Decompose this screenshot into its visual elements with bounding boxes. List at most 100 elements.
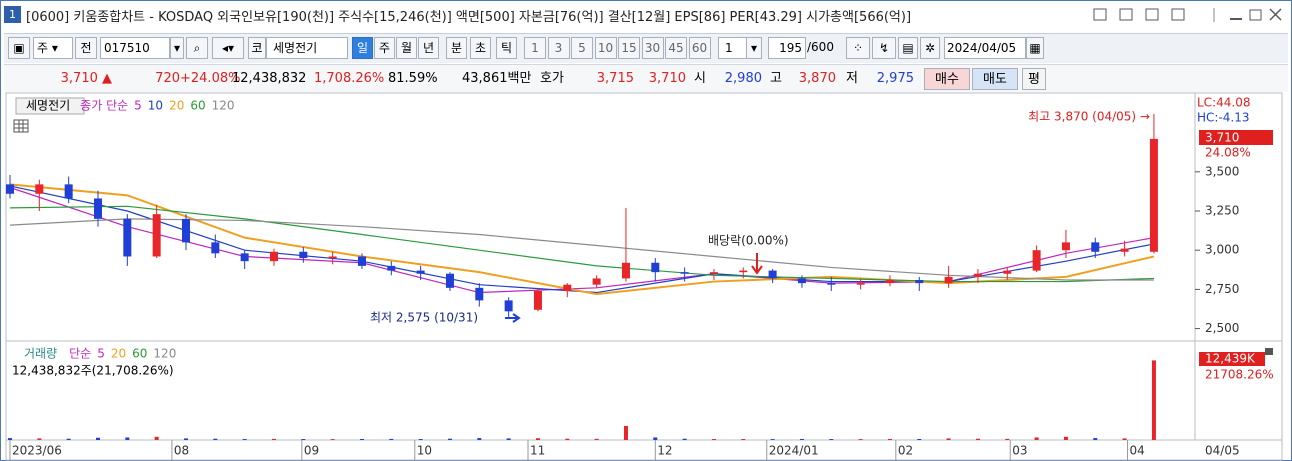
candle-body: [328, 256, 337, 259]
quote-item: 호가: [540, 71, 564, 86]
save-button[interactable]: ▤: [898, 37, 918, 59]
legend-entry: 세명전기: [26, 99, 70, 113]
period-button[interactable]: 초: [470, 37, 491, 59]
quote-item[interactable]: 매도: [972, 68, 1018, 90]
date-input[interactable]: 2024/04/05: [944, 37, 1026, 59]
volume-bar: [330, 439, 335, 440]
quote-item: 12,438,832: [232, 71, 307, 86]
code-input[interactable]: 017510: [100, 37, 170, 59]
stock-name[interactable]: 세명전기: [266, 37, 348, 59]
code-dropdown[interactable]: ▾: [170, 37, 184, 59]
cycle-select[interactable]: 주 ▾: [33, 37, 73, 59]
step-button[interactable]: 30: [641, 37, 664, 59]
quote-item: 고: [770, 71, 782, 86]
candle-body: [885, 279, 894, 284]
count-total: /600: [807, 40, 834, 54]
candle-body: [1061, 242, 1070, 251]
volume-bar: [535, 438, 540, 440]
candle-body: [211, 242, 220, 254]
y-tick-label: 3,000: [1205, 243, 1239, 257]
candle-body: [915, 279, 924, 284]
candle-body: [533, 290, 542, 310]
quote-item[interactable]: 평: [1022, 68, 1046, 90]
period-button[interactable]: 년: [418, 37, 439, 59]
legend-entry: 20: [111, 347, 126, 361]
quote-item: 시: [694, 71, 706, 86]
step-button[interactable]: 5: [571, 37, 593, 59]
candle-body: [1149, 138, 1158, 252]
legend-entry: 종가 단순: [80, 99, 128, 113]
sound-button[interactable]: ◂▾: [212, 37, 244, 59]
candle-body: [621, 262, 630, 279]
volume-summary: 12,438,832주(21,708.26%): [12, 364, 174, 378]
volume-box: [1199, 352, 1265, 366]
price-box: [1199, 130, 1273, 145]
volume-bar: [653, 437, 658, 440]
period-button[interactable]: 분: [446, 37, 467, 59]
quote-item: 3,870: [798, 71, 836, 86]
count-input[interactable]: 195: [768, 37, 806, 59]
unit-dropdown[interactable]: ▾: [746, 37, 762, 59]
window-title: [0600] 키움종합차트 - KOSDAQ 외국인보유[190(천)] 주식수…: [26, 10, 912, 25]
volume-bar: [301, 439, 306, 440]
volume-bar: [1093, 438, 1098, 440]
volume-bar: [8, 438, 12, 440]
legend-entry: 10: [148, 99, 163, 113]
x-tick-label: 2023/06: [12, 444, 62, 458]
candle-body: [357, 256, 366, 266]
period-button[interactable]: 월: [396, 37, 417, 59]
candle-body: [152, 214, 161, 257]
step-button[interactable]: 60: [688, 37, 711, 59]
period-button[interactable]: 틱: [496, 37, 517, 59]
tool-button[interactable]: ⁘: [846, 37, 870, 59]
arrow: [751, 253, 763, 275]
volume-bar: [682, 438, 687, 440]
ma-line: [9, 205, 1154, 283]
period-button[interactable]: 주: [374, 37, 395, 59]
candle-body: [709, 272, 718, 274]
right-label: 21708.26%: [1205, 368, 1274, 382]
volume-bar: [359, 438, 364, 440]
period-button[interactable]: 일: [352, 37, 373, 59]
legend-box: [15, 97, 85, 115]
step-button[interactable]: 3: [547, 37, 570, 59]
volume-bar: [37, 438, 42, 440]
prev-button[interactable]: 전: [75, 37, 97, 59]
market-button[interactable]: 코: [248, 37, 266, 59]
volume-bar: [975, 438, 980, 440]
candle-body: [475, 287, 484, 301]
legend-entry: 거래량: [24, 347, 57, 361]
x-tick-label: 04/05: [1205, 444, 1240, 458]
volume-bar: [1034, 437, 1039, 440]
settings-button[interactable]: ✲: [920, 37, 940, 59]
x-tick-label: 03: [1012, 444, 1027, 458]
candle-body: [797, 278, 806, 284]
y-tick-label: 3,250: [1205, 204, 1239, 218]
volume-bar: [711, 439, 716, 440]
step-button[interactable]: 45: [665, 37, 687, 59]
candle-body: [1091, 242, 1100, 252]
legend-entry: 20: [169, 99, 184, 113]
x-tick-label: 11: [530, 444, 545, 458]
layout-button[interactable]: ▣: [8, 37, 30, 59]
step-button[interactable]: 10: [594, 37, 617, 59]
x-tick-label: 04: [1130, 444, 1145, 458]
quote-item: 저: [846, 71, 858, 86]
annotation-dividend: 배당락(0.00%): [708, 234, 789, 248]
candle-body: [416, 270, 425, 274]
volume-bar: [66, 438, 71, 440]
candle-body: [445, 273, 454, 288]
step-button[interactable]: 15: [618, 37, 640, 59]
search-button[interactable]: ⌕: [186, 37, 208, 59]
legend-entry: 120: [212, 99, 235, 113]
calendar-button[interactable]: ▦: [1026, 37, 1044, 59]
quote-item: 1,708.26%: [314, 71, 385, 86]
window-controls[interactable]: [1090, 4, 1286, 26]
candle-body: [123, 218, 132, 257]
step-button[interactable]: 1: [524, 37, 546, 59]
legend-entry: 60: [132, 347, 147, 361]
volume-bar: [183, 438, 188, 440]
candle-body: [269, 251, 278, 262]
tool-button[interactable]: ↯: [872, 37, 896, 59]
quote-item[interactable]: 매수: [924, 68, 970, 90]
